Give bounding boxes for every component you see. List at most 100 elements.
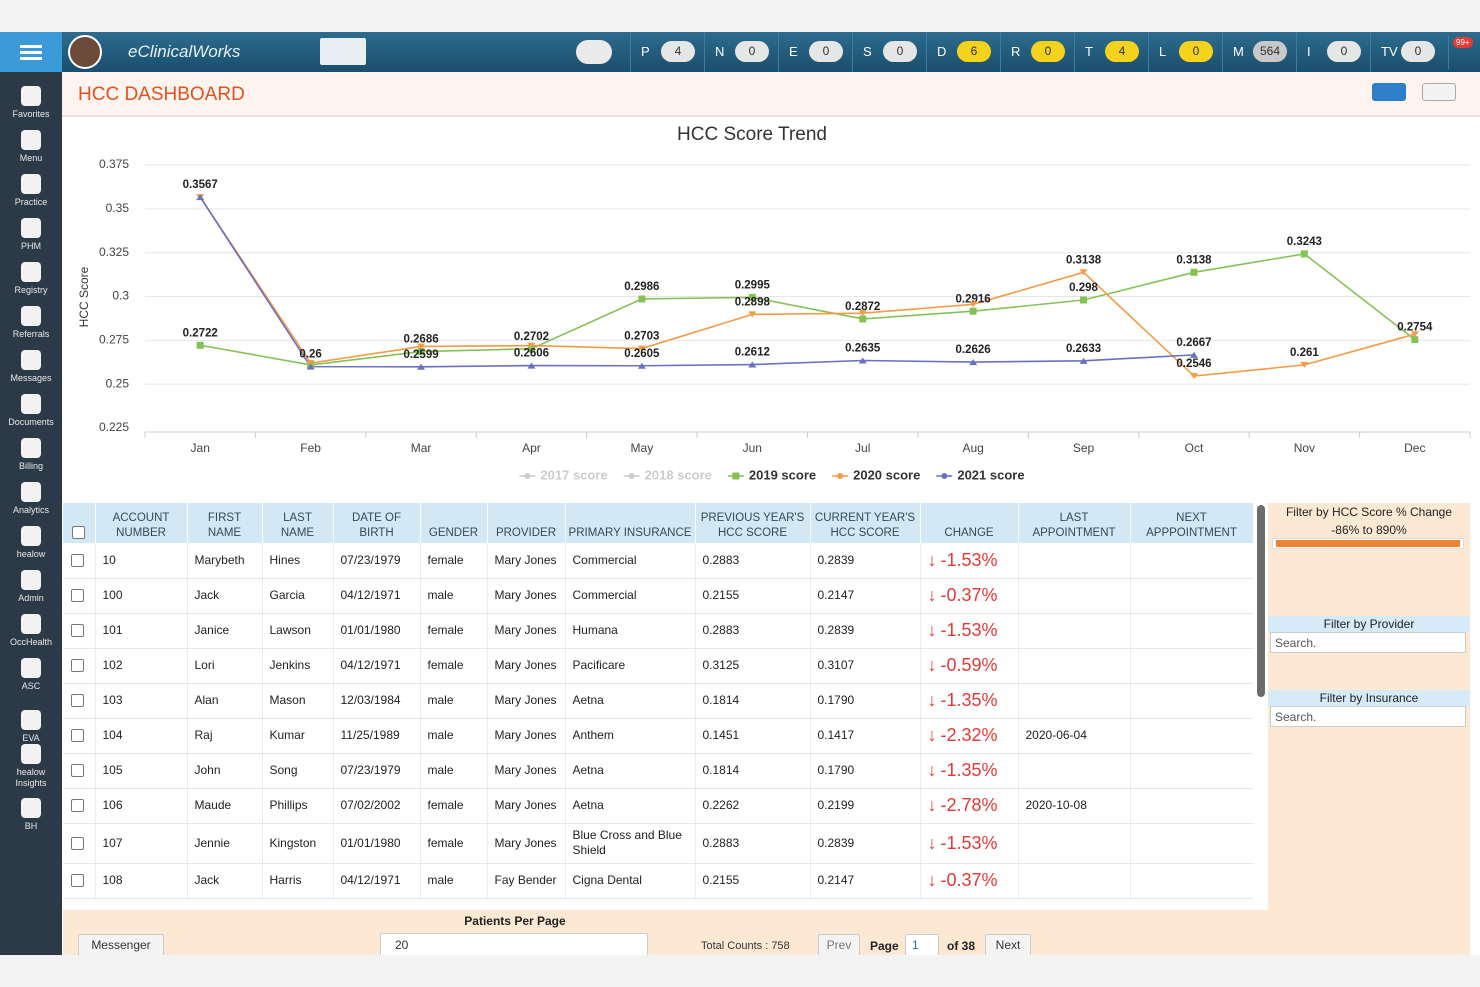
change-cell: -1.35% bbox=[920, 753, 1019, 789]
legend-item[interactable]: 2018 score bbox=[623, 467, 712, 482]
table-cell: Raj bbox=[187, 718, 263, 754]
legend-item[interactable]: 2020 score bbox=[832, 467, 920, 482]
table-row: 106 Maude Phillips 07/02/2002 female Mary Jon… bbox=[63, 788, 1253, 824]
x-tick-label: Jun bbox=[743, 441, 762, 455]
series-line bbox=[200, 253, 1416, 366]
settings-button[interactable] bbox=[1422, 83, 1456, 101]
notifications[interactable]: 99+ bbox=[1448, 35, 1476, 69]
sidebar-item[interactable]: healow Insights bbox=[0, 744, 62, 789]
row-select[interactable] bbox=[63, 823, 96, 864]
table-cell: male bbox=[420, 718, 488, 754]
patient-lookup-button[interactable] bbox=[320, 38, 366, 65]
refresh-button[interactable] bbox=[576, 40, 612, 64]
row-select[interactable] bbox=[63, 543, 96, 579]
scrollbar[interactable] bbox=[1257, 505, 1265, 697]
prev-button[interactable]: Prev bbox=[818, 934, 860, 955]
table-cell: 0.2839 bbox=[810, 543, 921, 579]
sidebar-item[interactable]: Practice bbox=[0, 174, 62, 208]
legend-item[interactable]: 2019 score bbox=[727, 467, 816, 482]
point bbox=[748, 361, 757, 368]
row-select[interactable] bbox=[63, 578, 96, 614]
messenger-button[interactable]: Messenger bbox=[78, 934, 164, 955]
range-slider[interactable] bbox=[1272, 538, 1464, 549]
table-cell: 07/23/1979 bbox=[333, 753, 421, 789]
sidebar-item[interactable]: Documents bbox=[0, 394, 62, 428]
row-select[interactable] bbox=[63, 683, 96, 719]
sidebar-item[interactable]: BH bbox=[0, 798, 62, 832]
row-select[interactable] bbox=[63, 863, 96, 899]
table-cell: 102 bbox=[95, 648, 188, 684]
insurance-search[interactable]: Search. bbox=[1270, 706, 1466, 727]
column-header: LAST APPOINTMENT bbox=[1018, 503, 1131, 543]
row-select[interactable] bbox=[63, 753, 96, 789]
sidebar-item[interactable]: OccHealth bbox=[0, 614, 62, 648]
sidebar-item[interactable]: ASC bbox=[0, 658, 62, 692]
badge-count: 564 bbox=[1253, 41, 1287, 62]
provider-search[interactable]: Search. bbox=[1270, 632, 1466, 653]
point bbox=[1300, 361, 1309, 368]
sidebar-item[interactable]: Analytics bbox=[0, 482, 62, 516]
per-page-select[interactable]: 20 bbox=[380, 933, 648, 955]
point bbox=[1190, 268, 1198, 276]
table-cell: Kingston bbox=[262, 823, 334, 864]
sidebar-item[interactable]: Admin bbox=[0, 570, 62, 604]
point bbox=[969, 301, 978, 308]
row-select[interactable] bbox=[63, 718, 96, 754]
select-all[interactable] bbox=[63, 503, 96, 543]
sidebar-item[interactable]: Menu bbox=[0, 130, 62, 164]
sidebar-item[interactable]: Registry bbox=[0, 262, 62, 296]
badge[interactable]: TV 0 bbox=[1370, 32, 1444, 72]
data-label: 0.2686 bbox=[403, 334, 438, 346]
table-row: 103 Alan Mason 12/03/1984 male Mary Jones Aetn… bbox=[63, 683, 1253, 719]
table-cell: Lori bbox=[187, 648, 263, 684]
avatar[interactable] bbox=[68, 35, 102, 69]
sidebar-item[interactable]: Billing bbox=[0, 438, 62, 472]
table-cell: Kumar bbox=[262, 718, 334, 754]
chart-view-button[interactable] bbox=[1372, 83, 1406, 101]
row-select[interactable] bbox=[63, 613, 96, 649]
table-cell: female bbox=[420, 543, 488, 579]
table-cell: 0.1451 bbox=[695, 718, 811, 754]
sidebar-item[interactable]: Favorites bbox=[0, 86, 62, 120]
legend-item[interactable]: 2017 score bbox=[519, 467, 608, 482]
data-label: 0.2626 bbox=[956, 344, 991, 356]
point bbox=[637, 362, 646, 369]
table-cell: Garcia bbox=[262, 578, 334, 614]
badge[interactable]: M 564 bbox=[1222, 32, 1296, 72]
row-select[interactable] bbox=[63, 788, 96, 824]
table-cell: Mary Jones bbox=[487, 613, 566, 649]
series-line bbox=[199, 196, 1416, 377]
x-tick-label: Oct bbox=[1185, 441, 1204, 455]
icon bbox=[20, 51, 42, 54]
checkbox bbox=[71, 659, 84, 673]
page-input[interactable]: 1 bbox=[905, 934, 939, 955]
table-cell bbox=[1018, 683, 1131, 719]
icon bbox=[20, 45, 42, 48]
next-button[interactable]: Next bbox=[985, 934, 1031, 955]
sidebar-item[interactable]: Referrals bbox=[0, 306, 62, 340]
legend-marker bbox=[941, 473, 948, 479]
legend-item[interactable]: 2021 score bbox=[936, 467, 1025, 482]
table-cell: Mary Jones bbox=[487, 578, 566, 614]
sidebar-item[interactable]: healow bbox=[0, 526, 62, 560]
menu-button[interactable] bbox=[0, 32, 62, 72]
sidebar-label: Analytics bbox=[12, 505, 49, 515]
sidebar-item[interactable]: PHM bbox=[0, 218, 62, 252]
sidebar-item[interactable]: Messages bbox=[0, 350, 62, 384]
sidebar-item[interactable]: EVA bbox=[0, 710, 62, 744]
point bbox=[527, 362, 536, 369]
row-select[interactable] bbox=[63, 648, 96, 684]
table-cell: 0.1790 bbox=[810, 683, 921, 719]
table-cell: 0.2199 bbox=[810, 788, 921, 824]
header-row: ACCOUNT NUMBER FIRST NAME LAST NAME DATE OF… bbox=[63, 503, 1253, 543]
filter-range: -86% to 890% bbox=[1331, 523, 1407, 537]
